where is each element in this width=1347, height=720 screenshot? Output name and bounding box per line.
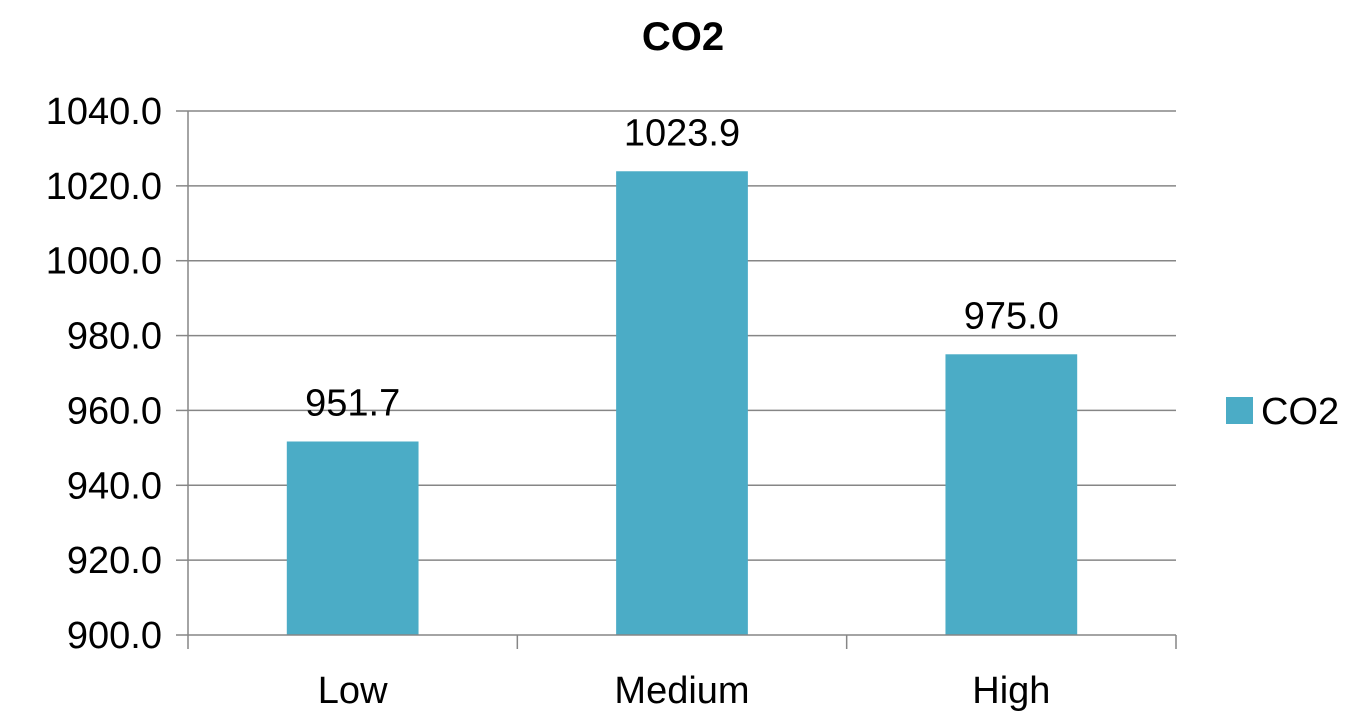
y-tick-label: 920.0 xyxy=(67,540,162,582)
y-tick-label: 900.0 xyxy=(67,615,162,657)
legend-label-co2: CO2 xyxy=(1261,391,1339,433)
legend-swatch-co2 xyxy=(1226,397,1253,424)
y-tick-label: 1000.0 xyxy=(46,241,162,283)
axes xyxy=(187,111,1177,649)
x-axis-category-labels: Low Medium High xyxy=(318,670,1051,712)
x-category-label: High xyxy=(972,670,1050,712)
y-tick-label: 980.0 xyxy=(67,316,162,358)
legend: CO2 xyxy=(1226,391,1339,433)
y-axis-tick-labels: 900.0 920.0 940.0 960.0 980.0 1000.0 1020.0 104… xyxy=(46,91,188,657)
x-category-label: Low xyxy=(318,670,388,712)
data-labels: 951.7 1023.9 975.0 xyxy=(305,112,1059,424)
data-label-low: 951.7 xyxy=(305,382,400,424)
data-label-high: 975.0 xyxy=(964,295,1059,337)
bar-medium xyxy=(616,171,748,635)
bar-high xyxy=(945,354,1078,635)
y-tick-label: 960.0 xyxy=(67,390,162,432)
bars xyxy=(286,171,1078,635)
y-tick-label: 1020.0 xyxy=(46,166,162,208)
bar-low xyxy=(286,441,419,635)
y-tick-label: 940.0 xyxy=(67,465,162,507)
chart-title: CO2 xyxy=(642,15,724,59)
x-category-label: Medium xyxy=(614,670,749,712)
data-label-medium: 1023.9 xyxy=(624,112,740,154)
y-tick-label: 1040.0 xyxy=(46,91,162,133)
